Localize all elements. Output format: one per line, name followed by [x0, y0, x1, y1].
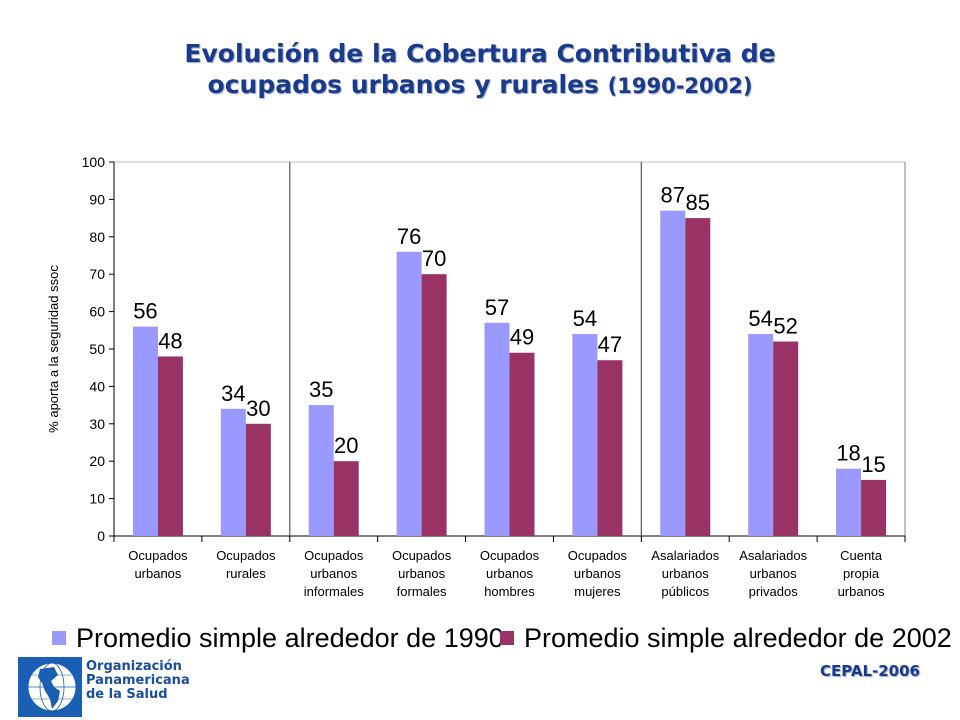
title-years: (1990-2002): [607, 74, 753, 98]
source-label: CEPAL-2006: [819, 662, 920, 680]
bar-2002: [157, 356, 183, 536]
bar-1990: [308, 405, 334, 536]
category-label: Ocupados: [480, 548, 540, 563]
category-label: Ocupados: [216, 548, 276, 563]
category-label: informales: [304, 584, 364, 599]
org-line-3: de la Salud: [86, 687, 168, 702]
category-label: hombres: [484, 584, 535, 599]
bar-1990: [660, 210, 686, 536]
data-label-2002: 70: [422, 246, 446, 271]
category-label: urbanos: [574, 566, 621, 581]
y-axis-label: % aporta a la seguridad ssoc: [46, 265, 61, 433]
legend-label-2002: Promedio simple alrededor de 2002: [524, 622, 952, 653]
data-label-1990: 54: [748, 306, 772, 331]
category-label: formales: [397, 584, 447, 599]
data-label-2002: 85: [686, 190, 710, 215]
category-label: Cuenta: [840, 548, 883, 563]
bar-1990: [572, 334, 598, 536]
y-tick-label: 60: [89, 304, 105, 320]
bar-1990: [132, 326, 158, 536]
category-label: urbanos: [750, 566, 797, 581]
legend-swatch-1990: [52, 631, 66, 645]
bar-2002: [773, 341, 799, 536]
y-tick-label: 70: [89, 266, 105, 282]
data-label-1990: 35: [309, 377, 333, 402]
bar-1990: [748, 334, 774, 536]
category-label: públicos: [661, 584, 709, 599]
data-label-2002: 47: [598, 332, 622, 357]
bar-2002: [245, 423, 271, 536]
legend-item-1990: Promedio simple alrededor de 1990: [52, 622, 504, 654]
data-label-1990: 57: [485, 295, 509, 320]
bar-2002: [597, 360, 623, 536]
legend-label-1990: Promedio simple alrededor de 1990: [76, 622, 504, 653]
bar-chart: 0 10 20 30 40 50 60 70 80 90 100 % aporta a la segu…: [46, 154, 906, 599]
category-label: urbanos: [662, 566, 709, 581]
data-label-1990: 34: [221, 381, 245, 406]
bar-2002: [333, 461, 359, 536]
y-tick-label: 80: [89, 229, 105, 245]
org-line-2: Panamericana: [86, 673, 190, 688]
data-label-1990: 87: [661, 183, 685, 208]
y-tick-label: 40: [89, 378, 105, 394]
organization-name: Organización Panamericana de la Salud: [86, 660, 190, 702]
bar-1990: [836, 468, 862, 536]
org-line-1: Organización: [86, 659, 182, 674]
category-label: rurales: [226, 566, 266, 581]
legend-item-2002: Promedio simple alrededor de 2002: [500, 622, 952, 654]
y-tick-label: 10: [89, 491, 105, 507]
title-line-2-text: ocupados urbanos y rurales: [207, 70, 599, 99]
chart-title: Evolución de la Cobertura Contributiva d…: [0, 38, 960, 102]
category-label: privados: [749, 584, 799, 599]
y-tick-label: 50: [89, 341, 105, 357]
category-label: mujeres: [574, 584, 621, 599]
bar-2002: [861, 479, 887, 536]
y-tick-label: 20: [89, 453, 105, 469]
category-label: Ocupados: [392, 548, 452, 563]
category-label: Ocupados: [128, 548, 188, 563]
category-label: urbanos: [134, 566, 181, 581]
data-label-2002: 49: [510, 325, 534, 350]
bar-2002: [685, 218, 711, 536]
title-line-1: Evolución de la Cobertura Contributiva d…: [184, 39, 776, 68]
bar-2002: [421, 274, 447, 536]
category-label: propia: [843, 566, 880, 581]
category-label: urbanos: [398, 566, 445, 581]
category-label: urbanos: [838, 584, 885, 599]
y-tick-label: 0: [97, 528, 105, 544]
data-label-1990: 56: [133, 299, 157, 324]
bar-1990: [220, 408, 246, 536]
y-tick-label: 90: [89, 191, 105, 207]
paho-globe-logo: [18, 657, 82, 717]
y-tick-label: 100: [82, 154, 106, 170]
data-label-2002: 48: [158, 328, 182, 353]
category-label: urbanos: [486, 566, 533, 581]
bar-1990: [484, 322, 510, 536]
data-label-1990: 54: [573, 306, 597, 331]
bar-2002: [509, 352, 535, 536]
title-line-2: ocupados urbanos y rurales (1990-2002): [0, 69, 960, 102]
category-label: Asalariados: [739, 548, 807, 563]
data-label-1990: 18: [836, 441, 860, 466]
category-label: Ocupados: [304, 548, 364, 563]
data-label-2002: 30: [246, 396, 270, 421]
data-label-2002: 20: [334, 433, 358, 458]
bar-1990: [396, 251, 422, 536]
category-label: urbanos: [310, 566, 357, 581]
legend-swatch-2002: [500, 631, 514, 645]
data-label-2002: 52: [773, 314, 797, 339]
category-label: Asalariados: [651, 548, 719, 563]
data-label-2002: 15: [861, 452, 885, 477]
category-label: Ocupados: [568, 548, 628, 563]
y-tick-label: 30: [89, 416, 105, 432]
data-label-1990: 76: [397, 224, 421, 249]
